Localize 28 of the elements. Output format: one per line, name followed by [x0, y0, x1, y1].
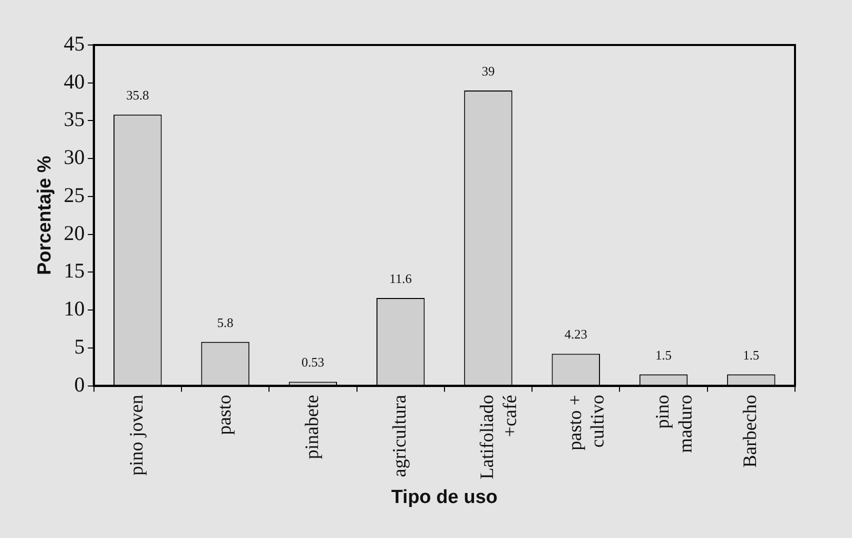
- data-label: 5.8: [217, 314, 234, 330]
- data-label: 0.53: [302, 354, 324, 370]
- data-label: 1.5: [743, 347, 760, 362]
- y-tick-label: 20: [64, 220, 85, 245]
- y-tick-label: 35: [64, 107, 85, 132]
- y-axis-title: Porcentaje %: [34, 156, 56, 276]
- y-tick-label: 30: [64, 145, 85, 170]
- y-tick-label: 10: [64, 296, 85, 321]
- y-tick-label: 5: [74, 334, 85, 358]
- x-axis-title: Tipo de uso: [391, 486, 498, 508]
- x-tick-label: pasto: [214, 394, 236, 435]
- x-tick-label: pino maduro: [652, 394, 696, 453]
- data-label: 39: [482, 63, 495, 78]
- y-tick-label: 0: [74, 372, 85, 396]
- x-tick-label: pino joven: [126, 394, 148, 476]
- x-tick-label: agricultura: [390, 394, 411, 478]
- x-tick-label: pasto + cultivo: [564, 394, 609, 450]
- y-tick-label: 45: [64, 32, 85, 56]
- y-tick-label: 40: [64, 69, 85, 94]
- data-label: 1.5: [655, 347, 672, 362]
- data-label: 4.23: [564, 326, 588, 342]
- x-tick-label: pinabete: [302, 394, 323, 460]
- data-label: 11.6: [389, 270, 412, 286]
- y-tick-label: 15: [64, 258, 85, 283]
- data-label: 35.8: [126, 88, 149, 103]
- x-tick-label: Barbecho: [740, 394, 762, 468]
- x-tick-label: Latifoliado +café: [477, 394, 522, 480]
- y-tick-label: 25: [64, 182, 85, 207]
